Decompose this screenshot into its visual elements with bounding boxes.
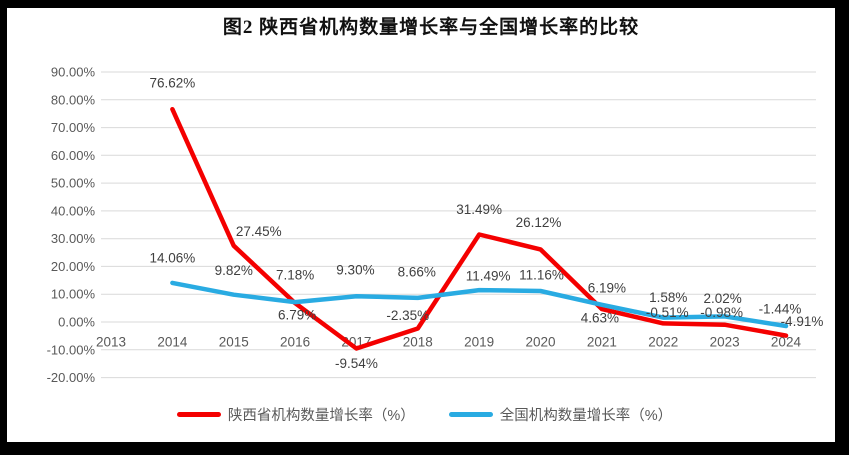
svg-text:2014: 2014 — [157, 335, 188, 350]
svg-text:-2.35%: -2.35% — [386, 308, 429, 323]
national-line-swatch — [448, 412, 493, 417]
data-labels: 76.62% 27.45% 6.79% -9.54% -2.35% 31.49% 26.12… — [149, 76, 823, 371]
svg-text:50.00%: 50.00% — [51, 176, 96, 191]
svg-text:1.58%: 1.58% — [649, 290, 687, 305]
legend-label-shaanxi: 陕西省机构数量增长率（%） — [227, 408, 415, 424]
legend-item-shaanxi: 陕西省机构数量增长率（%） — [176, 404, 415, 425]
svg-text:2019: 2019 — [464, 335, 494, 350]
svg-text:2015: 2015 — [219, 335, 249, 350]
chart-title: 图2 陕西省机构数量增长率与全国增长率的比较 — [222, 17, 640, 38]
svg-text:11.49%: 11.49% — [466, 269, 511, 284]
legend-label-national: 全国机构数量增长率（%） — [499, 408, 673, 424]
svg-text:31.49%: 31.49% — [456, 202, 502, 217]
svg-text:14.06%: 14.06% — [149, 250, 195, 265]
national-line — [170, 280, 789, 329]
svg-text:-9.54%: -9.54% — [335, 356, 378, 371]
shaanxi-line — [170, 106, 789, 351]
svg-text:40.00%: 40.00% — [51, 203, 96, 218]
legend-item-national: 全国机构数量增长率（%） — [448, 404, 673, 425]
svg-text:10.00%: 10.00% — [51, 287, 96, 302]
svg-text:2024: 2024 — [771, 335, 802, 350]
svg-text:70.00%: 70.00% — [51, 120, 96, 135]
svg-text:7.18%: 7.18% — [276, 268, 314, 283]
x-axis-labels: 2013 2014 2015 2016 2017 2018 2019 2020 2021 2022… — [96, 335, 801, 350]
svg-text:-0.98%: -0.98% — [700, 305, 743, 320]
svg-text:-0.51%: -0.51% — [646, 305, 689, 320]
svg-text:6.19%: 6.19% — [588, 280, 626, 295]
svg-text:11.16%: 11.16% — [519, 267, 564, 282]
svg-text:-20.00%: -20.00% — [47, 370, 96, 385]
svg-text:2.02%: 2.02% — [703, 291, 741, 306]
svg-text:-1.44%: -1.44% — [759, 302, 802, 317]
svg-text:9.30%: 9.30% — [336, 263, 374, 278]
svg-text:2022: 2022 — [648, 335, 678, 350]
svg-text:27.45%: 27.45% — [236, 224, 282, 239]
svg-text:2023: 2023 — [710, 335, 740, 350]
svg-text:9.82%: 9.82% — [215, 263, 253, 278]
svg-text:2016: 2016 — [280, 335, 310, 350]
svg-text:76.62%: 76.62% — [149, 76, 195, 91]
svg-text:2013: 2013 — [96, 335, 126, 350]
svg-text:30.00%: 30.00% — [51, 231, 96, 246]
svg-text:6.79%: 6.79% — [278, 308, 316, 323]
svg-text:20.00%: 20.00% — [51, 259, 96, 274]
svg-text:-10.00%: -10.00% — [47, 342, 96, 357]
svg-text:60.00%: 60.00% — [51, 148, 96, 163]
svg-text:90.00%: 90.00% — [51, 64, 96, 79]
svg-text:26.12%: 26.12% — [516, 215, 562, 230]
svg-text:2018: 2018 — [403, 335, 433, 350]
svg-text:2021: 2021 — [587, 335, 617, 350]
svg-text:80.00%: 80.00% — [51, 92, 96, 107]
chart-canvas — [7, 8, 835, 442]
svg-text:2020: 2020 — [525, 335, 555, 350]
svg-text:0.00%: 0.00% — [58, 315, 95, 330]
svg-text:8.66%: 8.66% — [398, 264, 436, 279]
legend: 陕西省机构数量增长率（%） 全国机构数量增长率（%） — [0, 404, 849, 425]
y-axis-labels: -20.00% -10.00% 0.00% 10.00% 20.00% 30.00% 40.… — [47, 64, 96, 385]
shaanxi-line-swatch — [176, 412, 221, 417]
svg-text:-4.91%: -4.91% — [781, 314, 824, 329]
gridlines — [101, 71, 816, 379]
svg-text:4.63%: 4.63% — [581, 311, 619, 326]
